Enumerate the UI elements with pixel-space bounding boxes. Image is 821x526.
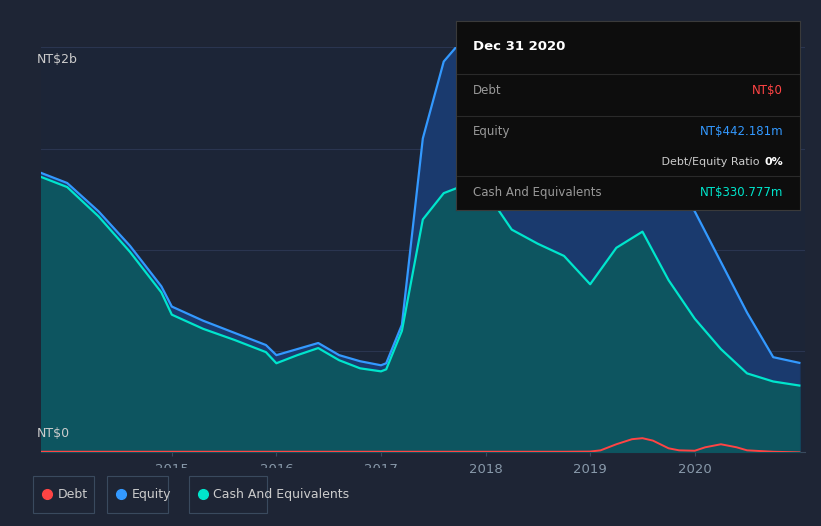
Text: NT$2b: NT$2b (37, 54, 78, 66)
Text: Cash And Equivalents: Cash And Equivalents (473, 186, 602, 199)
Text: 0%: 0% (764, 157, 783, 167)
Text: Dec 31 2020: Dec 31 2020 (473, 40, 566, 53)
Text: NT$0: NT$0 (752, 84, 783, 97)
FancyBboxPatch shape (33, 476, 94, 513)
Text: NT$442.181m: NT$442.181m (699, 125, 783, 138)
Text: NT$330.777m: NT$330.777m (699, 186, 783, 199)
Text: Equity: Equity (131, 488, 171, 501)
Text: Equity: Equity (473, 125, 511, 138)
Text: NT$0: NT$0 (37, 427, 71, 440)
FancyBboxPatch shape (107, 476, 168, 513)
Text: Debt/Equity Ratio: Debt/Equity Ratio (658, 157, 759, 167)
FancyBboxPatch shape (189, 476, 267, 513)
Text: Debt: Debt (57, 488, 88, 501)
Text: Cash And Equivalents: Cash And Equivalents (213, 488, 350, 501)
Text: Debt: Debt (473, 84, 502, 97)
